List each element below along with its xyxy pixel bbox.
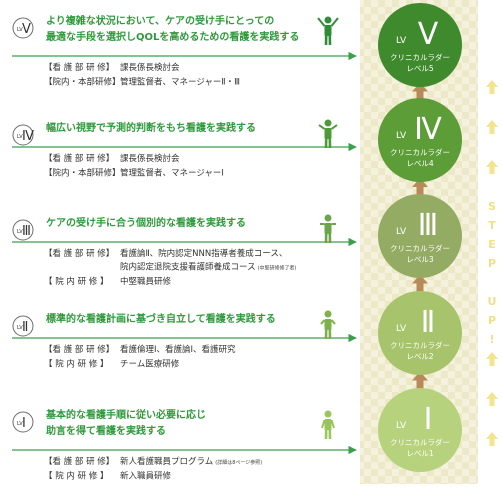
level-heading: 標準的な看護計画に基づき自立して看護を実践する bbox=[46, 312, 276, 325]
ladder-title: クリニカルラダー bbox=[390, 340, 450, 350]
up-arrow bbox=[486, 352, 498, 366]
badge-numeral: Ⅰ bbox=[22, 416, 26, 431]
ladder-title: クリニカルラダー bbox=[390, 243, 450, 253]
ladder-title: クリニカルラダー bbox=[390, 147, 450, 157]
training-label: 【院内・本部研修】 bbox=[44, 77, 121, 88]
ladder-numeral: Ⅰ bbox=[424, 402, 433, 437]
icon-head bbox=[325, 120, 332, 127]
icon-head bbox=[325, 411, 332, 418]
training-label: 【看 護 部 研 修】 bbox=[44, 153, 114, 164]
ladder-level: レベル2 bbox=[406, 352, 433, 361]
icon-head bbox=[325, 215, 332, 222]
badge-numeral: Ⅲ bbox=[22, 224, 31, 239]
training-label: 【看 護 部 研 修】 bbox=[44, 62, 114, 73]
training-text: チーム医療研修 bbox=[120, 359, 180, 370]
ladder-title: クリニカルラダー bbox=[390, 52, 450, 62]
person-icon bbox=[319, 120, 337, 149]
level-heading: 助言を得て看護を実践する bbox=[46, 424, 166, 437]
ladder-numeral: Ⅳ bbox=[414, 112, 442, 147]
icon-arm bbox=[332, 125, 338, 129]
ladder-lv: LV bbox=[396, 131, 407, 141]
ladder-lv: LV bbox=[396, 227, 407, 237]
badge-numeral: Ⅳ bbox=[22, 129, 34, 144]
level-heading: 基本的な看護手順に従い必要に応じ bbox=[45, 408, 206, 421]
level-heading: 最適な手段を選択しQOLを高めるための看護を実践する bbox=[46, 30, 299, 43]
ladder-numeral: Ⅴ bbox=[418, 17, 439, 52]
training-text: 中堅職員研修 bbox=[120, 276, 172, 287]
icon-body bbox=[325, 419, 332, 430]
ladder-numeral: Ⅲ bbox=[418, 208, 439, 243]
training-text: 看護倫理Ⅰ、看護論Ⅰ、看護研究 bbox=[120, 344, 236, 355]
icon-body bbox=[325, 128, 332, 139]
up-arrow bbox=[486, 160, 498, 174]
ladder-circle bbox=[378, 388, 462, 472]
ladder-level: レベル3 bbox=[406, 255, 433, 264]
icon-body bbox=[325, 223, 332, 234]
ladder-numeral: Ⅱ bbox=[421, 305, 436, 340]
training-text: 課長係長検討会 bbox=[120, 153, 180, 164]
training-text: 課長係長検討会 bbox=[120, 62, 180, 73]
ladder-lv: LV bbox=[396, 36, 407, 46]
up-arrow bbox=[486, 80, 498, 94]
icon-arm bbox=[321, 320, 325, 324]
icon-head bbox=[325, 311, 332, 318]
icon-arm bbox=[332, 420, 335, 428]
training-label: 【看 護 部 研 修】 bbox=[44, 248, 114, 259]
training-text: 管理監督者、マネージャーⅠ bbox=[120, 168, 224, 179]
training-note: (中堅研修修了者) bbox=[258, 265, 297, 272]
training-label: 【 院 内 研 修 】 bbox=[44, 276, 109, 287]
person-icon bbox=[318, 17, 338, 46]
icon-arm bbox=[332, 18, 339, 26]
training-label: 【看 護 部 研 修】 bbox=[44, 344, 114, 355]
person-icon bbox=[322, 411, 334, 440]
ladder-lv: LV bbox=[396, 421, 407, 431]
ladder-level: レベル4 bbox=[406, 159, 433, 168]
training-label: 【 院 内 研 修 】 bbox=[44, 359, 109, 370]
ladder-level: レベル1 bbox=[406, 449, 433, 458]
ladder-title: クリニカルラダー bbox=[390, 437, 450, 447]
person-icon bbox=[321, 311, 335, 340]
icon-arm bbox=[322, 420, 325, 428]
level-heading: 幅広い視野で予測的判断をもち看護を実践する bbox=[46, 121, 256, 134]
badge-numeral: Ⅱ bbox=[22, 320, 28, 335]
badge-numeral: Ⅴ bbox=[22, 22, 31, 37]
level-heading: より複雑な状況において、ケアの受け手にとっての bbox=[46, 14, 274, 27]
up-arrow bbox=[486, 392, 498, 406]
ladder-level: レベル5 bbox=[406, 64, 433, 73]
icon-arm bbox=[319, 125, 325, 129]
icon-body bbox=[325, 319, 332, 330]
training-text: 管理監督者、マネージャーⅡ・Ⅲ bbox=[120, 77, 240, 88]
training-text: 新人看護職員プログラム bbox=[120, 456, 213, 467]
training-label: 【看 護 部 研 修】 bbox=[44, 456, 114, 467]
up-arrow bbox=[486, 120, 498, 134]
step-up: STEP UP! bbox=[486, 200, 499, 352]
person-icon bbox=[320, 215, 336, 244]
training-label: 【院内・本部研修】 bbox=[44, 168, 121, 179]
training-text: 看護論Ⅱ、院内認定NNN指導者養成コース、 bbox=[120, 248, 287, 259]
training-text: 新入職員研修 bbox=[120, 471, 172, 482]
icon-arm bbox=[332, 320, 336, 324]
icon-arm bbox=[318, 18, 325, 26]
icon-head bbox=[325, 17, 332, 24]
training-label: 【 院 内 研 修 】 bbox=[44, 471, 109, 482]
training-note: (詳細は8ページ参照) bbox=[215, 459, 262, 466]
ladder-lv: LV bbox=[396, 324, 407, 334]
icon-body bbox=[325, 25, 332, 36]
level-heading: ケアの受け手に合う個別的な看護を実践する bbox=[46, 216, 246, 229]
training-text: 院内認定退院支援看護師養成コース bbox=[120, 262, 256, 273]
up-arrow bbox=[486, 432, 498, 446]
